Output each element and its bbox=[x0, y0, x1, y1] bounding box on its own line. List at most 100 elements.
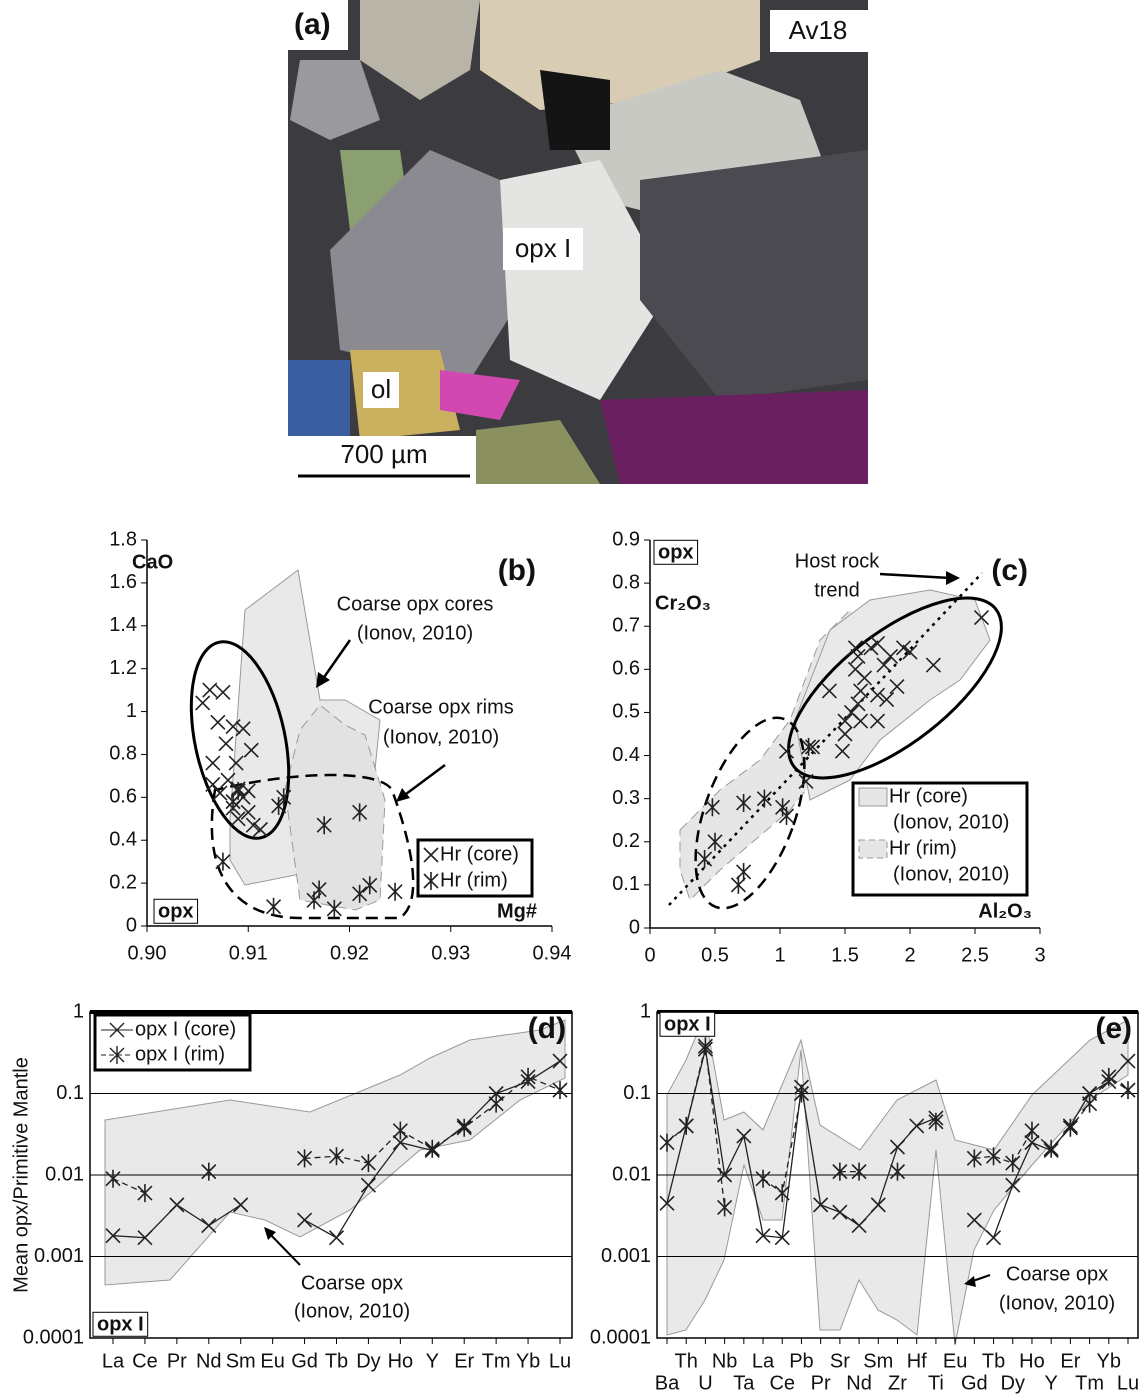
x-tick-label: Tb bbox=[325, 1350, 348, 1372]
annotation: (Ionov, 2010) bbox=[357, 622, 473, 644]
data-point bbox=[801, 737, 817, 756]
y-axis-label: Mean opx/Primitive Mantle bbox=[10, 1057, 32, 1293]
y-tick-label: 0.01 bbox=[612, 1163, 651, 1185]
data-point bbox=[297, 1149, 313, 1168]
legend-marker bbox=[109, 1046, 125, 1064]
x-tick-label: Gd bbox=[961, 1372, 988, 1394]
y-tick-label: 0.1 bbox=[56, 1082, 84, 1104]
y-tick-label: 0.001 bbox=[601, 1245, 651, 1267]
legend-label: Hr (rim) bbox=[440, 869, 508, 891]
x-tick-label: Ho bbox=[388, 1350, 414, 1372]
y-tick-label: 0.8 bbox=[612, 571, 640, 593]
data-point bbox=[520, 1067, 536, 1086]
data-point bbox=[850, 696, 866, 712]
x-tick-label: Sr bbox=[830, 1350, 850, 1372]
y-tick-label: 1 bbox=[73, 1000, 84, 1022]
data-point bbox=[387, 882, 403, 901]
x-tick-label: Th bbox=[675, 1350, 698, 1372]
data-point bbox=[876, 657, 892, 673]
data-point bbox=[202, 682, 218, 698]
grain bbox=[360, 0, 480, 100]
x-tick-label: 0.92 bbox=[330, 942, 369, 964]
x-tick-label: Eu bbox=[943, 1350, 967, 1372]
data-point bbox=[847, 661, 863, 677]
x-tick-label: 0.5 bbox=[701, 944, 729, 966]
data-point bbox=[1082, 1094, 1098, 1113]
data-point bbox=[902, 644, 918, 660]
annotation: Coarse opx bbox=[301, 1272, 403, 1294]
data-point bbox=[889, 1139, 906, 1155]
legend-source: (Ionov, 2010) bbox=[893, 811, 1009, 833]
data-point bbox=[755, 1169, 771, 1188]
x-tick-label: Nb bbox=[712, 1350, 738, 1372]
x-tick-label: Pr bbox=[167, 1350, 187, 1372]
arrow-head bbox=[264, 1227, 276, 1240]
x-tick-label: Gd bbox=[291, 1350, 318, 1372]
sample-label: Av18 bbox=[789, 15, 848, 45]
core-envelope bbox=[189, 640, 291, 840]
x-tick-label: Zr bbox=[888, 1372, 907, 1394]
data-point bbox=[798, 773, 814, 789]
data-point bbox=[1005, 1154, 1021, 1173]
annotation: (Ionov, 2010) bbox=[383, 726, 499, 748]
data-point bbox=[889, 1162, 906, 1181]
data-point bbox=[697, 850, 713, 869]
legend-label: Hr (core) bbox=[889, 785, 968, 807]
annotation: Host rock bbox=[795, 550, 880, 572]
x-axis-label: Al₂O₃ bbox=[978, 900, 1032, 922]
data-point bbox=[774, 1230, 790, 1246]
x-tick-label: Er bbox=[1060, 1350, 1080, 1372]
y-tick-label: 0 bbox=[126, 914, 137, 936]
data-point bbox=[863, 640, 879, 656]
data-point bbox=[756, 789, 772, 808]
x-tick-label: Er bbox=[454, 1350, 474, 1372]
data-point bbox=[1024, 1121, 1040, 1140]
data-point bbox=[392, 1121, 408, 1140]
data-point bbox=[985, 1230, 1002, 1246]
x-tick-label: U bbox=[698, 1372, 712, 1394]
data-point bbox=[456, 1118, 472, 1137]
y-tick-label: 0.1 bbox=[623, 1082, 651, 1104]
y-tick-label: 1 bbox=[126, 700, 137, 722]
annotation: Coarse opx rims bbox=[368, 696, 514, 718]
x-tick-label: 0.93 bbox=[431, 942, 470, 964]
data-point bbox=[697, 1037, 713, 1056]
annotation: Coarse opx cores bbox=[337, 593, 494, 615]
data-point bbox=[205, 776, 221, 793]
x-tick-label: Hf bbox=[907, 1350, 927, 1372]
grain bbox=[476, 420, 600, 484]
legend-label: opx I (core) bbox=[135, 1018, 236, 1040]
legend-marker bbox=[109, 1022, 125, 1038]
data-point bbox=[659, 1195, 675, 1211]
data-point bbox=[895, 640, 912, 656]
y-tick-label: 0.001 bbox=[34, 1245, 84, 1267]
data-point bbox=[352, 884, 368, 903]
data-point bbox=[793, 1084, 810, 1103]
x-tick-label: Ba bbox=[655, 1372, 680, 1394]
data-point bbox=[230, 811, 246, 827]
data-point bbox=[233, 1197, 249, 1213]
data-point bbox=[870, 1197, 886, 1213]
x-tick-label: Ti bbox=[928, 1372, 944, 1394]
data-point bbox=[1120, 1081, 1136, 1100]
x-tick-label: Dy bbox=[1001, 1372, 1025, 1394]
arrow-head bbox=[964, 1276, 976, 1287]
y-tick-label: 0.6 bbox=[109, 786, 137, 808]
x-tick-label: Y bbox=[1044, 1372, 1057, 1394]
x-tick-label: Eu bbox=[260, 1350, 284, 1372]
y-tick-label: 1.4 bbox=[109, 614, 137, 636]
y-tick-label: 0.8 bbox=[109, 743, 137, 765]
data-point bbox=[985, 1147, 1002, 1166]
data-point bbox=[360, 1154, 376, 1173]
data-point bbox=[882, 648, 899, 664]
data-point bbox=[362, 876, 378, 895]
data-point bbox=[774, 1184, 790, 1203]
grain bbox=[440, 370, 520, 420]
data-point bbox=[210, 714, 226, 730]
data-point bbox=[297, 1212, 313, 1228]
legend-swatch bbox=[858, 787, 888, 807]
data-point bbox=[271, 796, 287, 815]
x-tick-label: Yb bbox=[1097, 1350, 1121, 1372]
x-tick-label: Sm bbox=[226, 1350, 256, 1372]
